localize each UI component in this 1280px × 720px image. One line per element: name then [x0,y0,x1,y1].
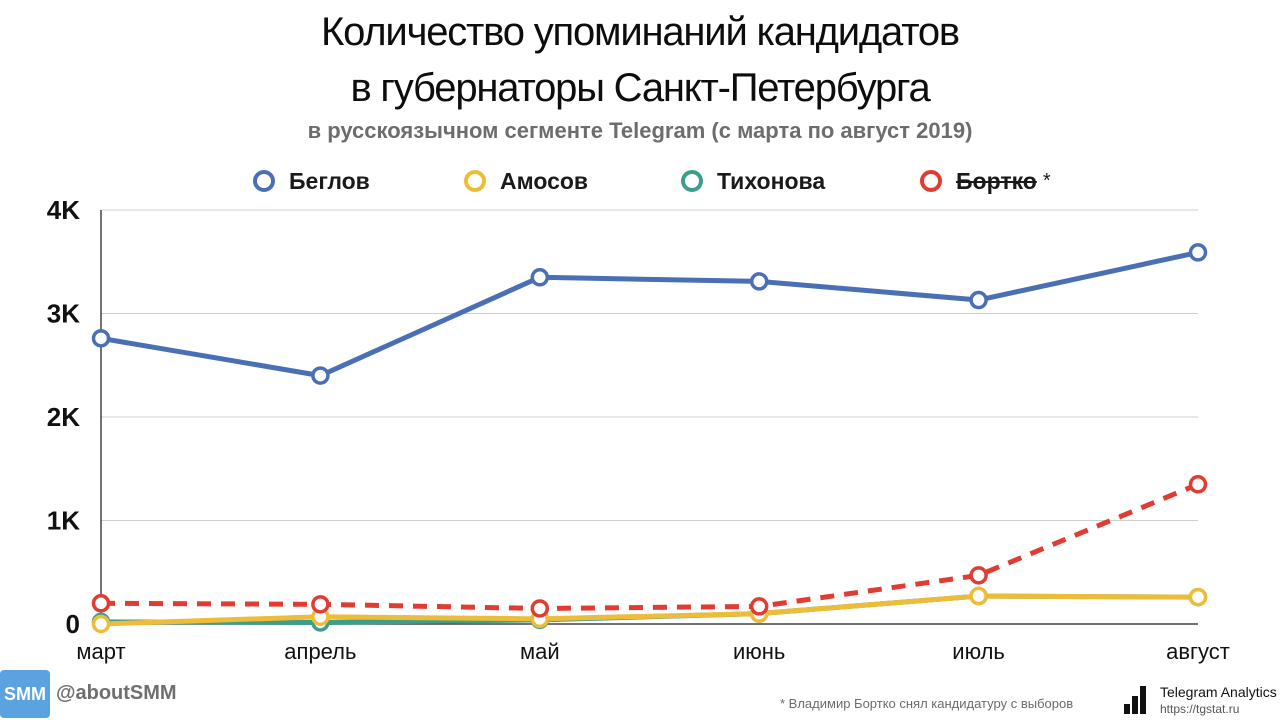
series-line [100,481,1199,611]
data-point [91,329,111,348]
brand-name: Telegram Analytics [1160,684,1277,700]
bar-chart-icon [1124,684,1154,714]
legend-note-bortko: * [1042,169,1051,192]
y-tick-label: 3K [47,299,80,329]
legend-item-beglov: Беглов [253,164,370,198]
y-tick-label: 0 [66,609,80,639]
data-point [749,597,769,616]
legend-label-beglov: Беглов [289,167,370,194]
data-point [1188,475,1208,494]
data-point [530,268,550,287]
legend-label-bortko: Бортко [956,167,1037,194]
footnote: * Владимир Бортко снял кандидатуру с выб… [780,696,1074,711]
title-line-1: Количество упоминаний кандидатов [321,10,960,54]
x-tick-label: июнь [733,639,785,664]
x-tick-label: август [1166,639,1230,664]
data-point [969,586,988,606]
x-tick-label: июль [952,639,1005,664]
legend-label-tikhonova: Тихонова [717,167,826,194]
legend-item-amosov: Амосов [464,164,588,198]
data-point [969,566,988,585]
data-point [1188,243,1208,262]
data-point [311,595,330,614]
legend-marker-amosov [464,170,486,192]
series-line [100,249,1199,379]
x-tick-label: апрель [284,639,356,664]
legend-marker-beglov [253,170,275,192]
data-point [969,290,988,310]
legend-item-tikhonova: Тихонова [681,164,825,198]
chart-legend: Беглов Амосов Тихонова Бортко * [0,164,1280,198]
x-tick-label: май [520,639,560,664]
brand-url: https://tgstat.ru [1160,702,1240,716]
data-point [530,599,550,618]
data-point [1188,587,1208,607]
x-tick-label: март [76,639,125,664]
chart-title: Количество упоминаний кандидатов в губер… [0,4,1280,116]
legend-item-bortko: Бортко * [920,164,1051,198]
y-tick-label: 2K [47,402,80,432]
title-line-2: в губернаторы Санкт-Петербурга [350,66,930,110]
data-point [749,272,769,291]
legend-label-amosov: Амосов [500,167,589,194]
data-point [311,366,330,385]
data-point [91,614,111,634]
data-point [91,594,111,613]
chart-subtitle: в русскоязычном сегменте Telegram (с мар… [307,118,973,143]
footer-handle: @aboutSMM [56,682,177,704]
y-tick-label: 1K [47,506,80,536]
legend-marker-tikhonova [681,170,703,192]
legend-marker-bortko [920,170,942,192]
series-line [100,593,1199,627]
y-tick-label: 4K [47,195,80,225]
smm-logo-badge: SMM [0,670,50,718]
